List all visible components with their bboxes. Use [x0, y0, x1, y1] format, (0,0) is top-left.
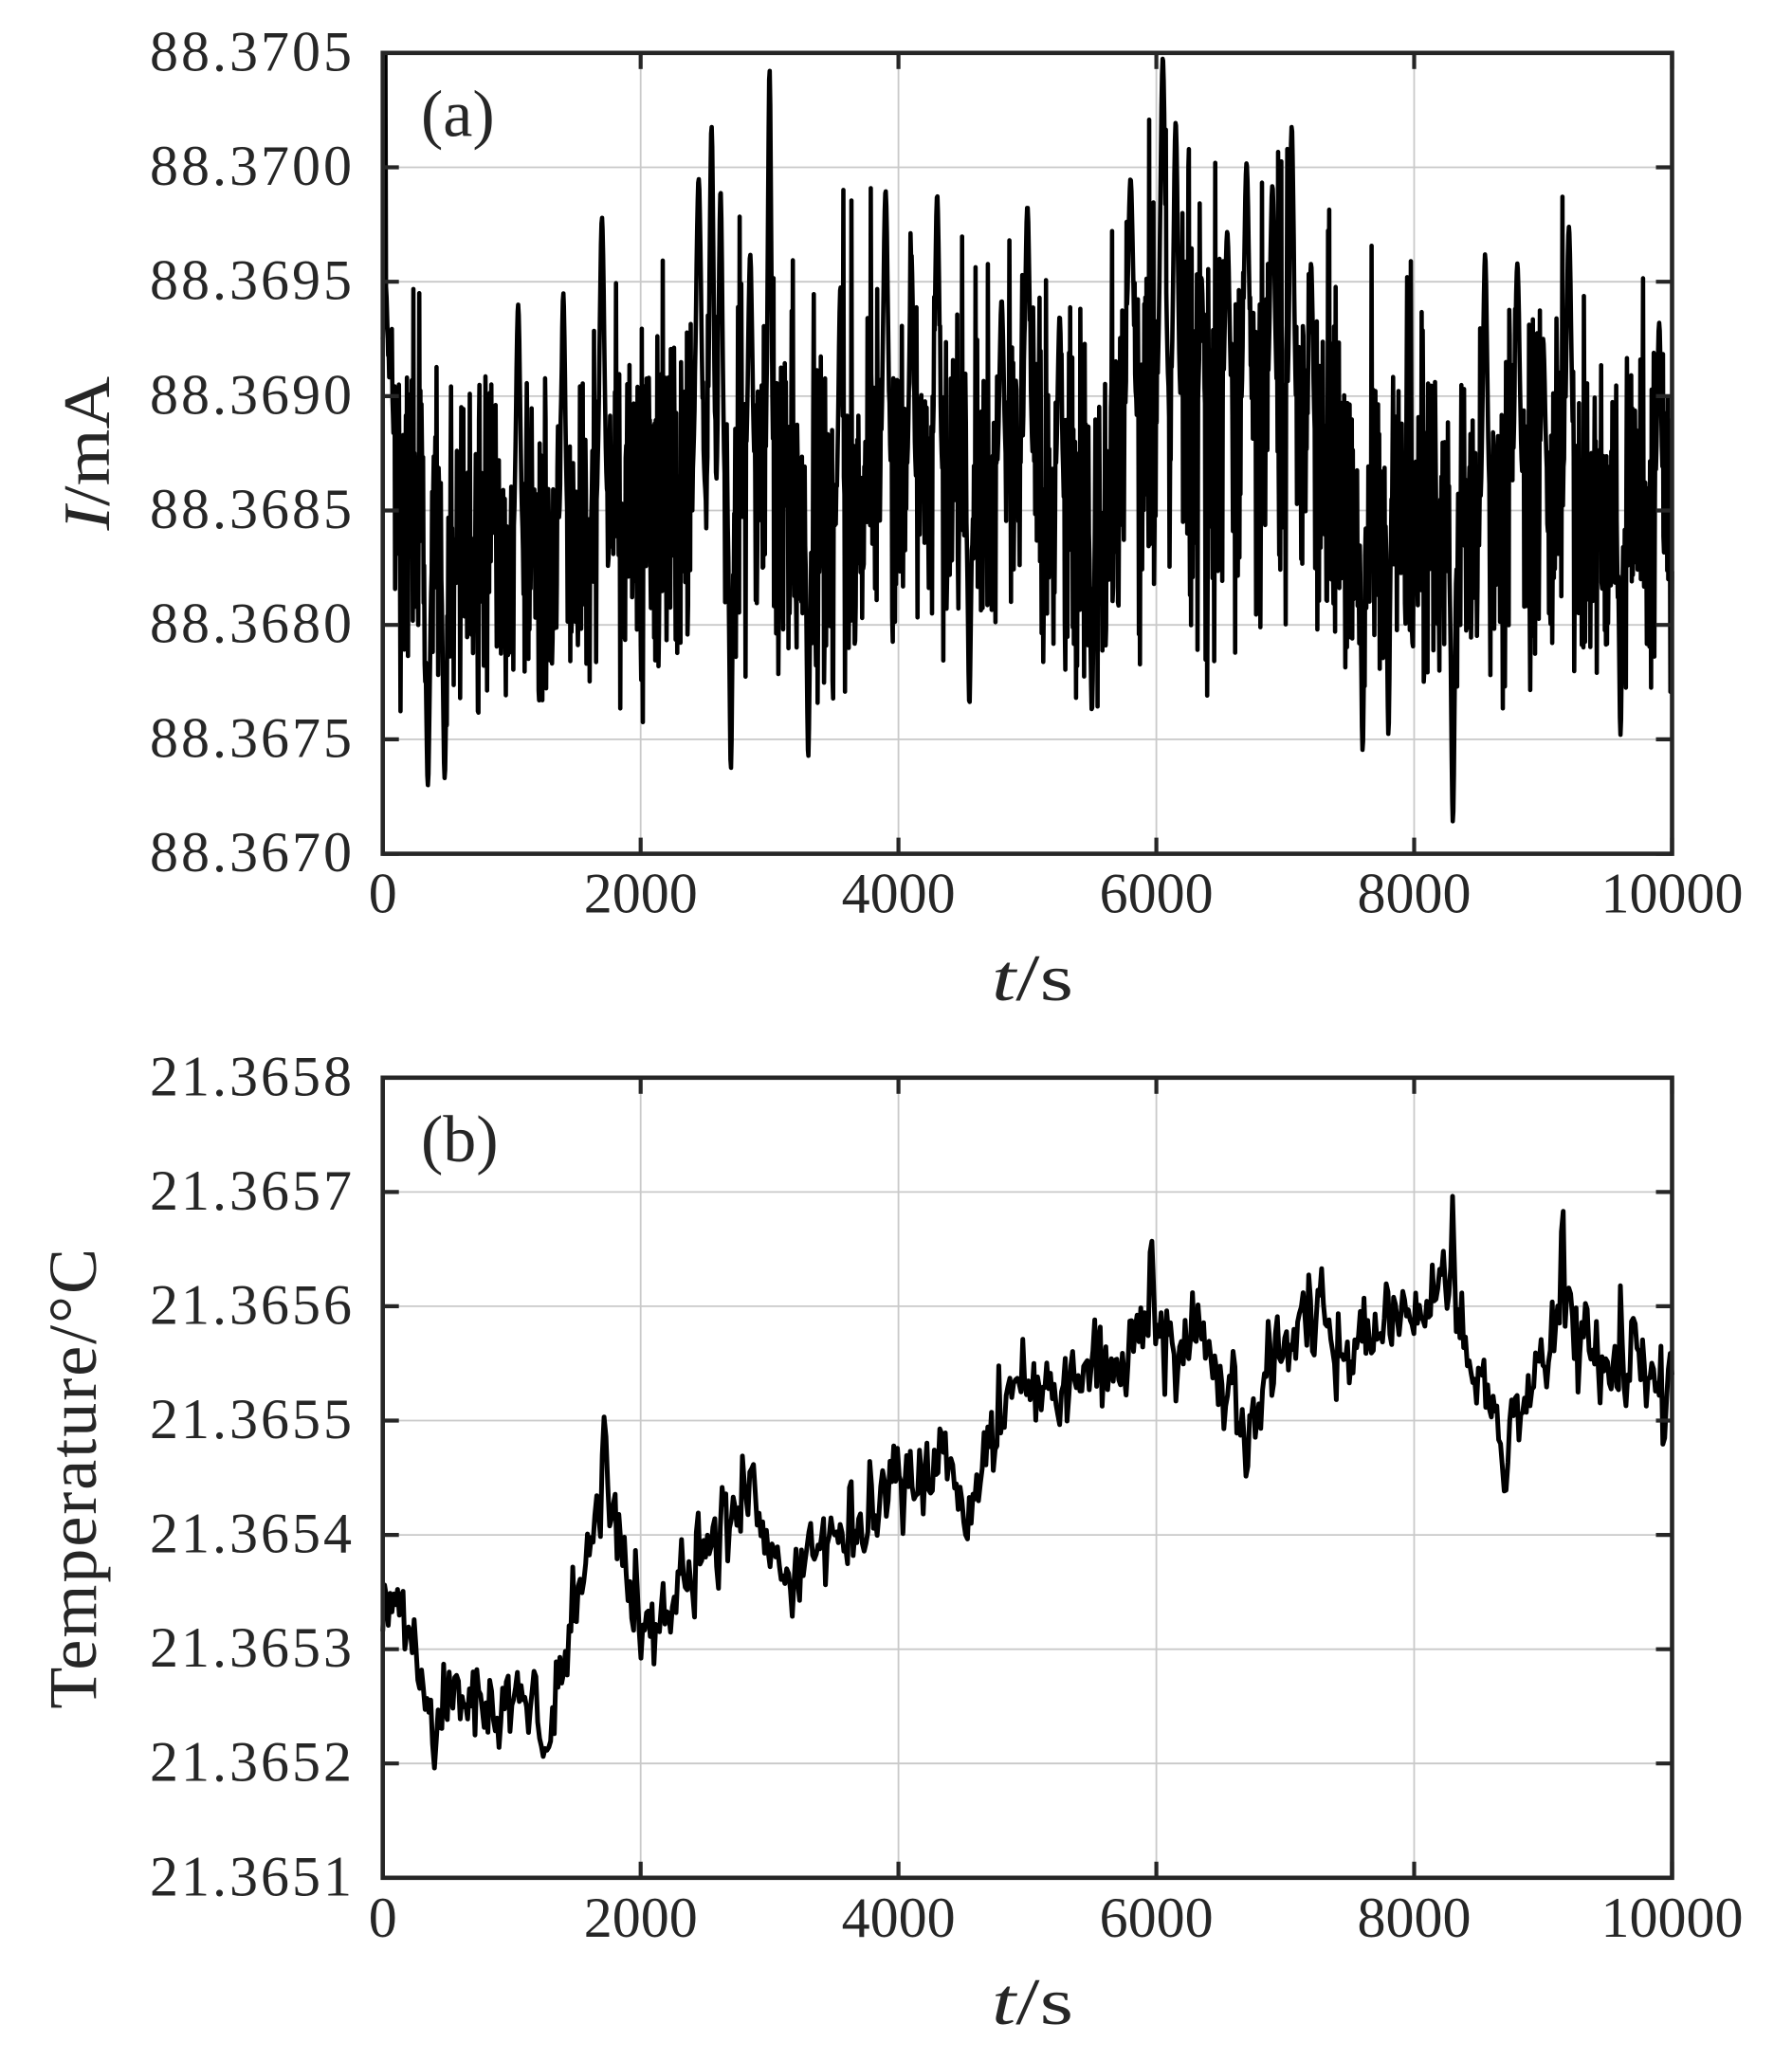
svg-text:(b): (b) — [421, 1103, 499, 1176]
svg-text:21.3652: 21.3652 — [150, 1731, 355, 1794]
svg-text:4000: 4000 — [842, 1887, 956, 1949]
svg-text:0: 0 — [369, 863, 397, 925]
svg-text:2000: 2000 — [584, 1887, 698, 1949]
svg-text:8000: 8000 — [1358, 863, 1472, 925]
svg-text:88.3675: 88.3675 — [150, 706, 355, 769]
svg-text:21.3656: 21.3656 — [150, 1273, 355, 1336]
svg-text:2000: 2000 — [584, 863, 698, 925]
svg-text:I/mA: I/mA — [49, 376, 123, 532]
svg-text:21.3651: 21.3651 — [150, 1845, 355, 1907]
svg-text:21.3657: 21.3657 — [150, 1159, 355, 1222]
svg-text:21.3655: 21.3655 — [150, 1388, 355, 1450]
svg-text:0: 0 — [369, 1887, 397, 1949]
svg-text:88.3695: 88.3695 — [150, 249, 355, 312]
svg-text:88.3670: 88.3670 — [150, 821, 355, 884]
svg-text:t/s: t/s — [992, 1965, 1073, 2039]
svg-text:4000: 4000 — [842, 863, 956, 925]
svg-text:8000: 8000 — [1358, 1887, 1472, 1949]
svg-text:21.3658: 21.3658 — [150, 1045, 355, 1107]
svg-text:88.3700: 88.3700 — [150, 135, 355, 197]
svg-text:6000: 6000 — [1100, 1887, 1214, 1949]
svg-text:21.3653: 21.3653 — [150, 1616, 355, 1679]
svg-text:t/s: t/s — [992, 941, 1073, 1015]
svg-text:21.3654: 21.3654 — [150, 1503, 355, 1565]
svg-text:88.3680: 88.3680 — [150, 592, 355, 655]
svg-text:88.3705: 88.3705 — [150, 20, 355, 82]
svg-text:(a): (a) — [421, 79, 495, 152]
svg-text:Temperature/°C: Temperature/°C — [35, 1247, 111, 1709]
svg-text:6000: 6000 — [1100, 863, 1214, 925]
svg-text:88.3685: 88.3685 — [150, 478, 355, 540]
svg-text:10000: 10000 — [1601, 863, 1744, 925]
svg-text:88.3690: 88.3690 — [150, 363, 355, 426]
svg-text:10000: 10000 — [1601, 1887, 1744, 1949]
